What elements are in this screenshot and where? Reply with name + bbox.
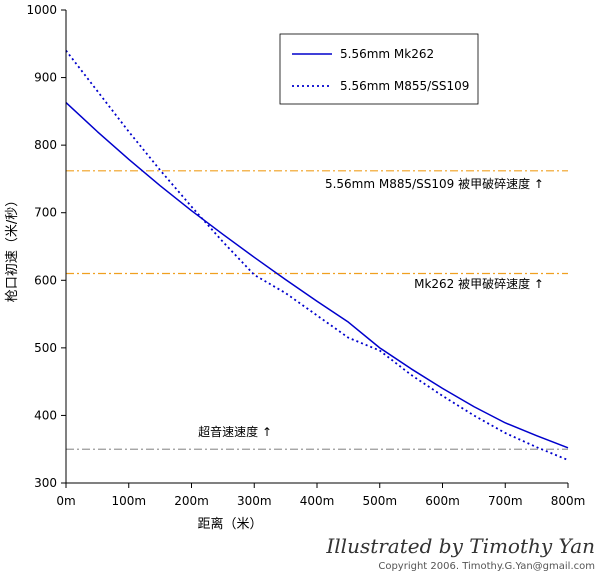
x-tick-label: 200m	[174, 494, 209, 508]
x-tick-label: 500m	[362, 494, 397, 508]
x-tick-label: 400m	[300, 494, 335, 508]
x-tick-label: 700m	[488, 494, 523, 508]
y-tick-label: 900	[34, 71, 57, 85]
y-tick-label: 300	[34, 476, 57, 490]
legend: 5.56mm Mk262 5.56mm M855/SS109	[279, 33, 479, 105]
reference-lines	[66, 170, 568, 450]
signature: Illustrated by Timothy Yan	[325, 534, 595, 558]
x-tick-label: 0m	[56, 494, 75, 508]
y-tick-label: 700	[34, 206, 57, 220]
y-axis-title: 枪口初速（米/秒）	[4, 194, 20, 302]
x-tick-label: 300m	[237, 494, 272, 508]
legend-box	[279, 33, 479, 105]
x-tick-label: 600m	[425, 494, 460, 508]
series-line-1	[65, 49, 569, 461]
y-ticks: 300 400 500 600 700 800 900 1000	[26, 3, 66, 490]
series-lines	[65, 49, 569, 461]
y-tick-label: 600	[34, 273, 57, 287]
y-tick-label: 500	[34, 341, 57, 355]
legend-label-mk262: 5.56mm Mk262	[340, 47, 434, 61]
x-tick-label: 800m	[551, 494, 586, 508]
copyright: Copyright 2006. Timothy.G.Yan@gmail.com	[378, 561, 595, 572]
y-tick-label: 1000	[26, 3, 57, 17]
legend-label-m855: 5.56mm M855/SS109	[340, 79, 469, 93]
ref-label-supersonic: 超音速速度 ↑	[198, 424, 272, 439]
ref-label-m885: 5.56mm M885/SS109 被甲破碎速度 ↑	[325, 176, 544, 191]
y-tick-label: 800	[34, 138, 57, 152]
ref-label-mk262: Mk262 被甲破碎速度 ↑	[414, 276, 544, 291]
series-line-0	[65, 102, 569, 449]
x-axis-title: 距离（米）	[197, 516, 262, 532]
y-tick-label: 400	[34, 408, 57, 422]
x-tick-label: 100m	[111, 494, 146, 508]
x-ticks: 0m 100m 200m 300m 400m 500m 600m 700m 800m	[56, 483, 585, 508]
